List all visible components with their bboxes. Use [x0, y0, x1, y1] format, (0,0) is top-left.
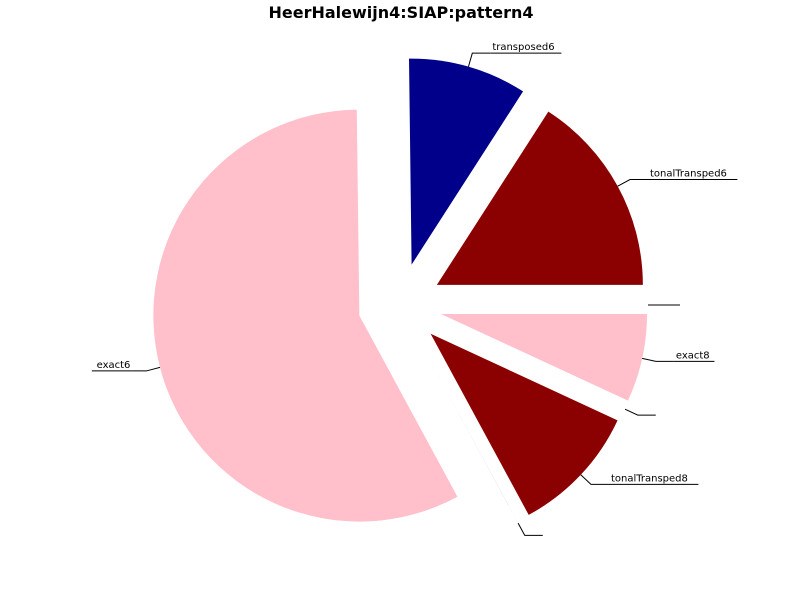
leader-line [517, 522, 543, 536]
slice-label: exact6 [97, 360, 131, 371]
pie-slice-unlabeled-4 [419, 341, 519, 524]
leader-line [617, 179, 648, 187]
pie-slice-transposed6 [409, 58, 524, 265]
chart-title: HeerHalewijn4:SIAP:pattern4 [269, 3, 534, 22]
leader-line [132, 366, 161, 372]
leader-line [580, 474, 609, 485]
pie-slice-tonalTransped8 [430, 333, 618, 515]
slice-label: tonalTransped8 [611, 473, 688, 484]
slice-label: transposed6 [492, 42, 554, 53]
leader-line [624, 408, 656, 416]
leader-line [467, 52, 491, 67]
pie-slice-tonalTransped6 [436, 111, 643, 285]
pie-slice-exact6 [153, 109, 458, 522]
slice-labels: exact8 tonalTransped8 exact6 transposed6 ton… [91, 42, 738, 536]
slice-label: exact8 [676, 350, 710, 361]
pie-slice-unlabeled-2 [438, 322, 626, 410]
slice-label: tonalTransped6 [650, 169, 727, 180]
leader-line [642, 357, 674, 362]
pie-slice-exact8 [441, 314, 648, 401]
slices [153, 58, 648, 524]
